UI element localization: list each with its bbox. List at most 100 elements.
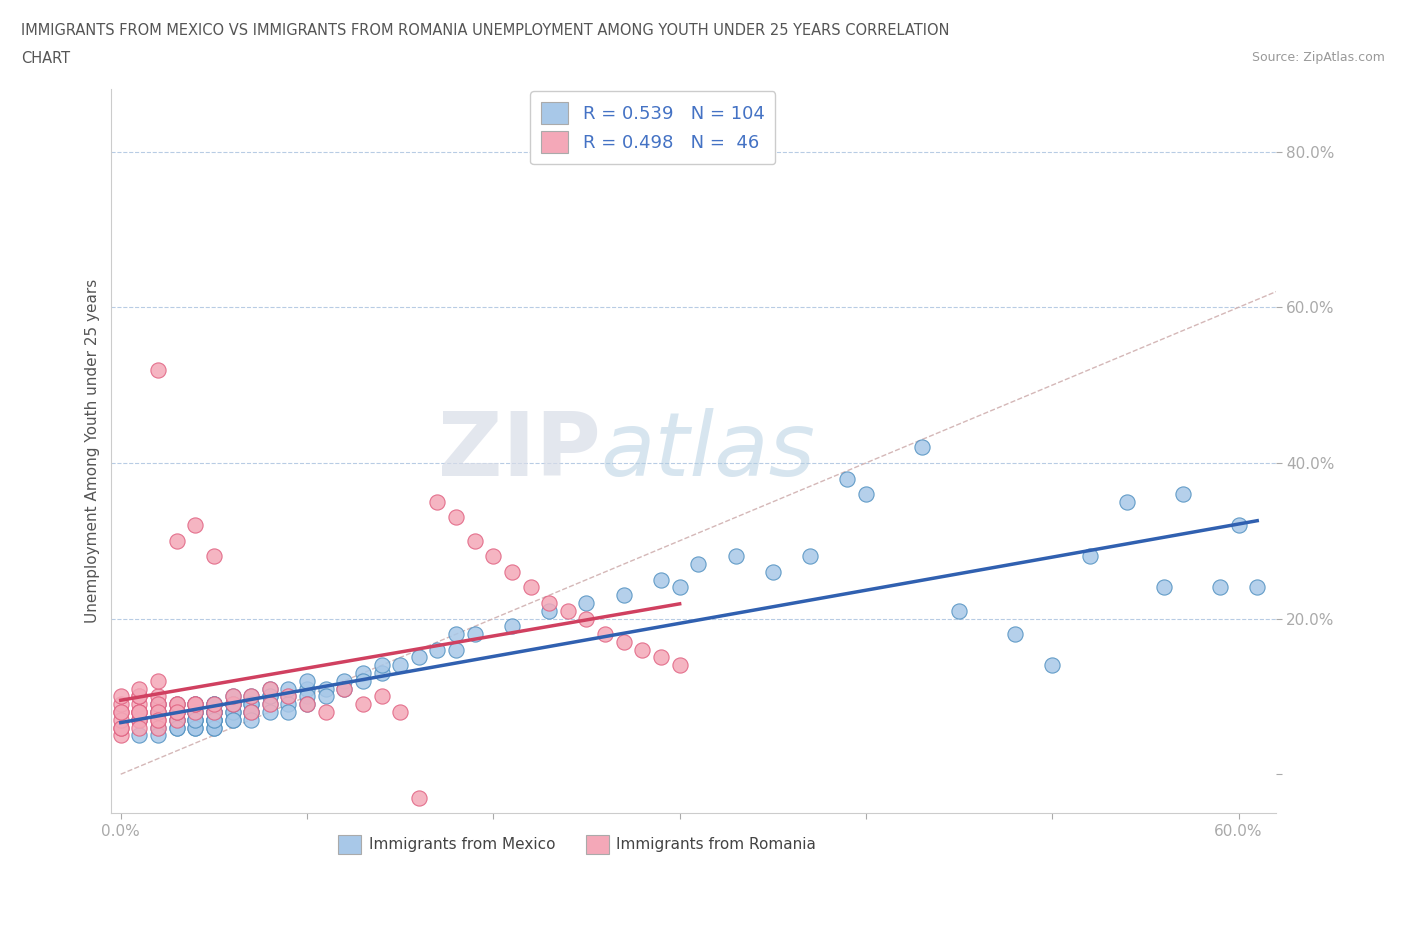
Point: [184, 518, 207, 533]
Point: [295, 697, 318, 711]
Point: [295, 689, 318, 704]
Point: [352, 697, 374, 711]
Point: [184, 697, 207, 711]
Point: [724, 549, 747, 564]
Point: [1284, 486, 1306, 501]
Point: [146, 720, 169, 735]
Point: [408, 790, 430, 805]
Point: [389, 705, 412, 720]
Point: [315, 681, 337, 696]
Point: [519, 580, 541, 595]
Point: [259, 705, 281, 720]
Point: [668, 658, 690, 672]
Point: [128, 728, 150, 743]
Point: [184, 712, 207, 727]
Point: [110, 728, 132, 743]
Point: [240, 689, 263, 704]
Point: [202, 705, 225, 720]
Point: [221, 705, 243, 720]
Point: [668, 580, 690, 595]
Point: [277, 705, 299, 720]
Point: [1004, 627, 1026, 642]
Point: [464, 533, 486, 548]
Point: [128, 712, 150, 727]
Point: [221, 689, 243, 704]
Point: [202, 705, 225, 720]
Point: [146, 705, 169, 720]
Point: [221, 697, 243, 711]
Point: [128, 689, 150, 704]
Point: [221, 697, 243, 711]
Point: [240, 697, 263, 711]
Point: [333, 673, 356, 688]
Point: [166, 720, 188, 735]
Point: [166, 533, 188, 548]
Point: [146, 362, 169, 377]
Point: [295, 673, 318, 688]
Point: [240, 705, 263, 720]
Point: [240, 705, 263, 720]
Point: [166, 705, 188, 720]
Point: [370, 658, 392, 672]
Point: [146, 697, 169, 711]
Point: [184, 697, 207, 711]
Point: [538, 604, 561, 618]
Point: [128, 712, 150, 727]
Point: [221, 712, 243, 727]
Point: [259, 697, 281, 711]
Point: [166, 705, 188, 720]
Point: [277, 681, 299, 696]
Point: [110, 697, 132, 711]
Point: [277, 689, 299, 704]
Point: [146, 697, 169, 711]
Point: [128, 705, 150, 720]
Point: [128, 712, 150, 727]
Point: [464, 627, 486, 642]
Point: [166, 697, 188, 711]
Point: [1153, 580, 1175, 595]
Point: [352, 666, 374, 681]
Point: [352, 673, 374, 688]
Point: [110, 689, 132, 704]
Point: [166, 712, 188, 727]
Point: [426, 643, 449, 658]
Y-axis label: Unemployment Among Youth under 25 years: Unemployment Among Youth under 25 years: [86, 279, 100, 623]
Point: [184, 705, 207, 720]
Legend: Immigrants from Mexico, Immigrants from Romania: Immigrants from Mexico, Immigrants from …: [332, 829, 823, 859]
Point: [762, 565, 785, 579]
Point: [146, 712, 169, 727]
Point: [501, 619, 523, 634]
Point: [184, 720, 207, 735]
Point: [277, 697, 299, 711]
Point: [631, 643, 654, 658]
Point: [110, 712, 132, 727]
Point: [128, 705, 150, 720]
Point: [128, 705, 150, 720]
Point: [240, 705, 263, 720]
Point: [1320, 549, 1343, 564]
Point: [184, 705, 207, 720]
Point: [184, 697, 207, 711]
Point: [613, 634, 636, 649]
Point: [110, 720, 132, 735]
Point: [202, 697, 225, 711]
Text: Source: ZipAtlas.com: Source: ZipAtlas.com: [1251, 51, 1385, 64]
Point: [146, 728, 169, 743]
Point: [650, 572, 672, 587]
Point: [1078, 549, 1101, 564]
Point: [202, 697, 225, 711]
Text: atlas: atlas: [600, 408, 815, 494]
Point: [389, 658, 412, 672]
Point: [166, 712, 188, 727]
Point: [370, 666, 392, 681]
Point: [202, 705, 225, 720]
Point: [613, 588, 636, 603]
Point: [202, 705, 225, 720]
Point: [315, 689, 337, 704]
Point: [315, 705, 337, 720]
Point: [110, 720, 132, 735]
Point: [1395, 502, 1406, 517]
Point: [184, 720, 207, 735]
Point: [650, 650, 672, 665]
Point: [128, 681, 150, 696]
